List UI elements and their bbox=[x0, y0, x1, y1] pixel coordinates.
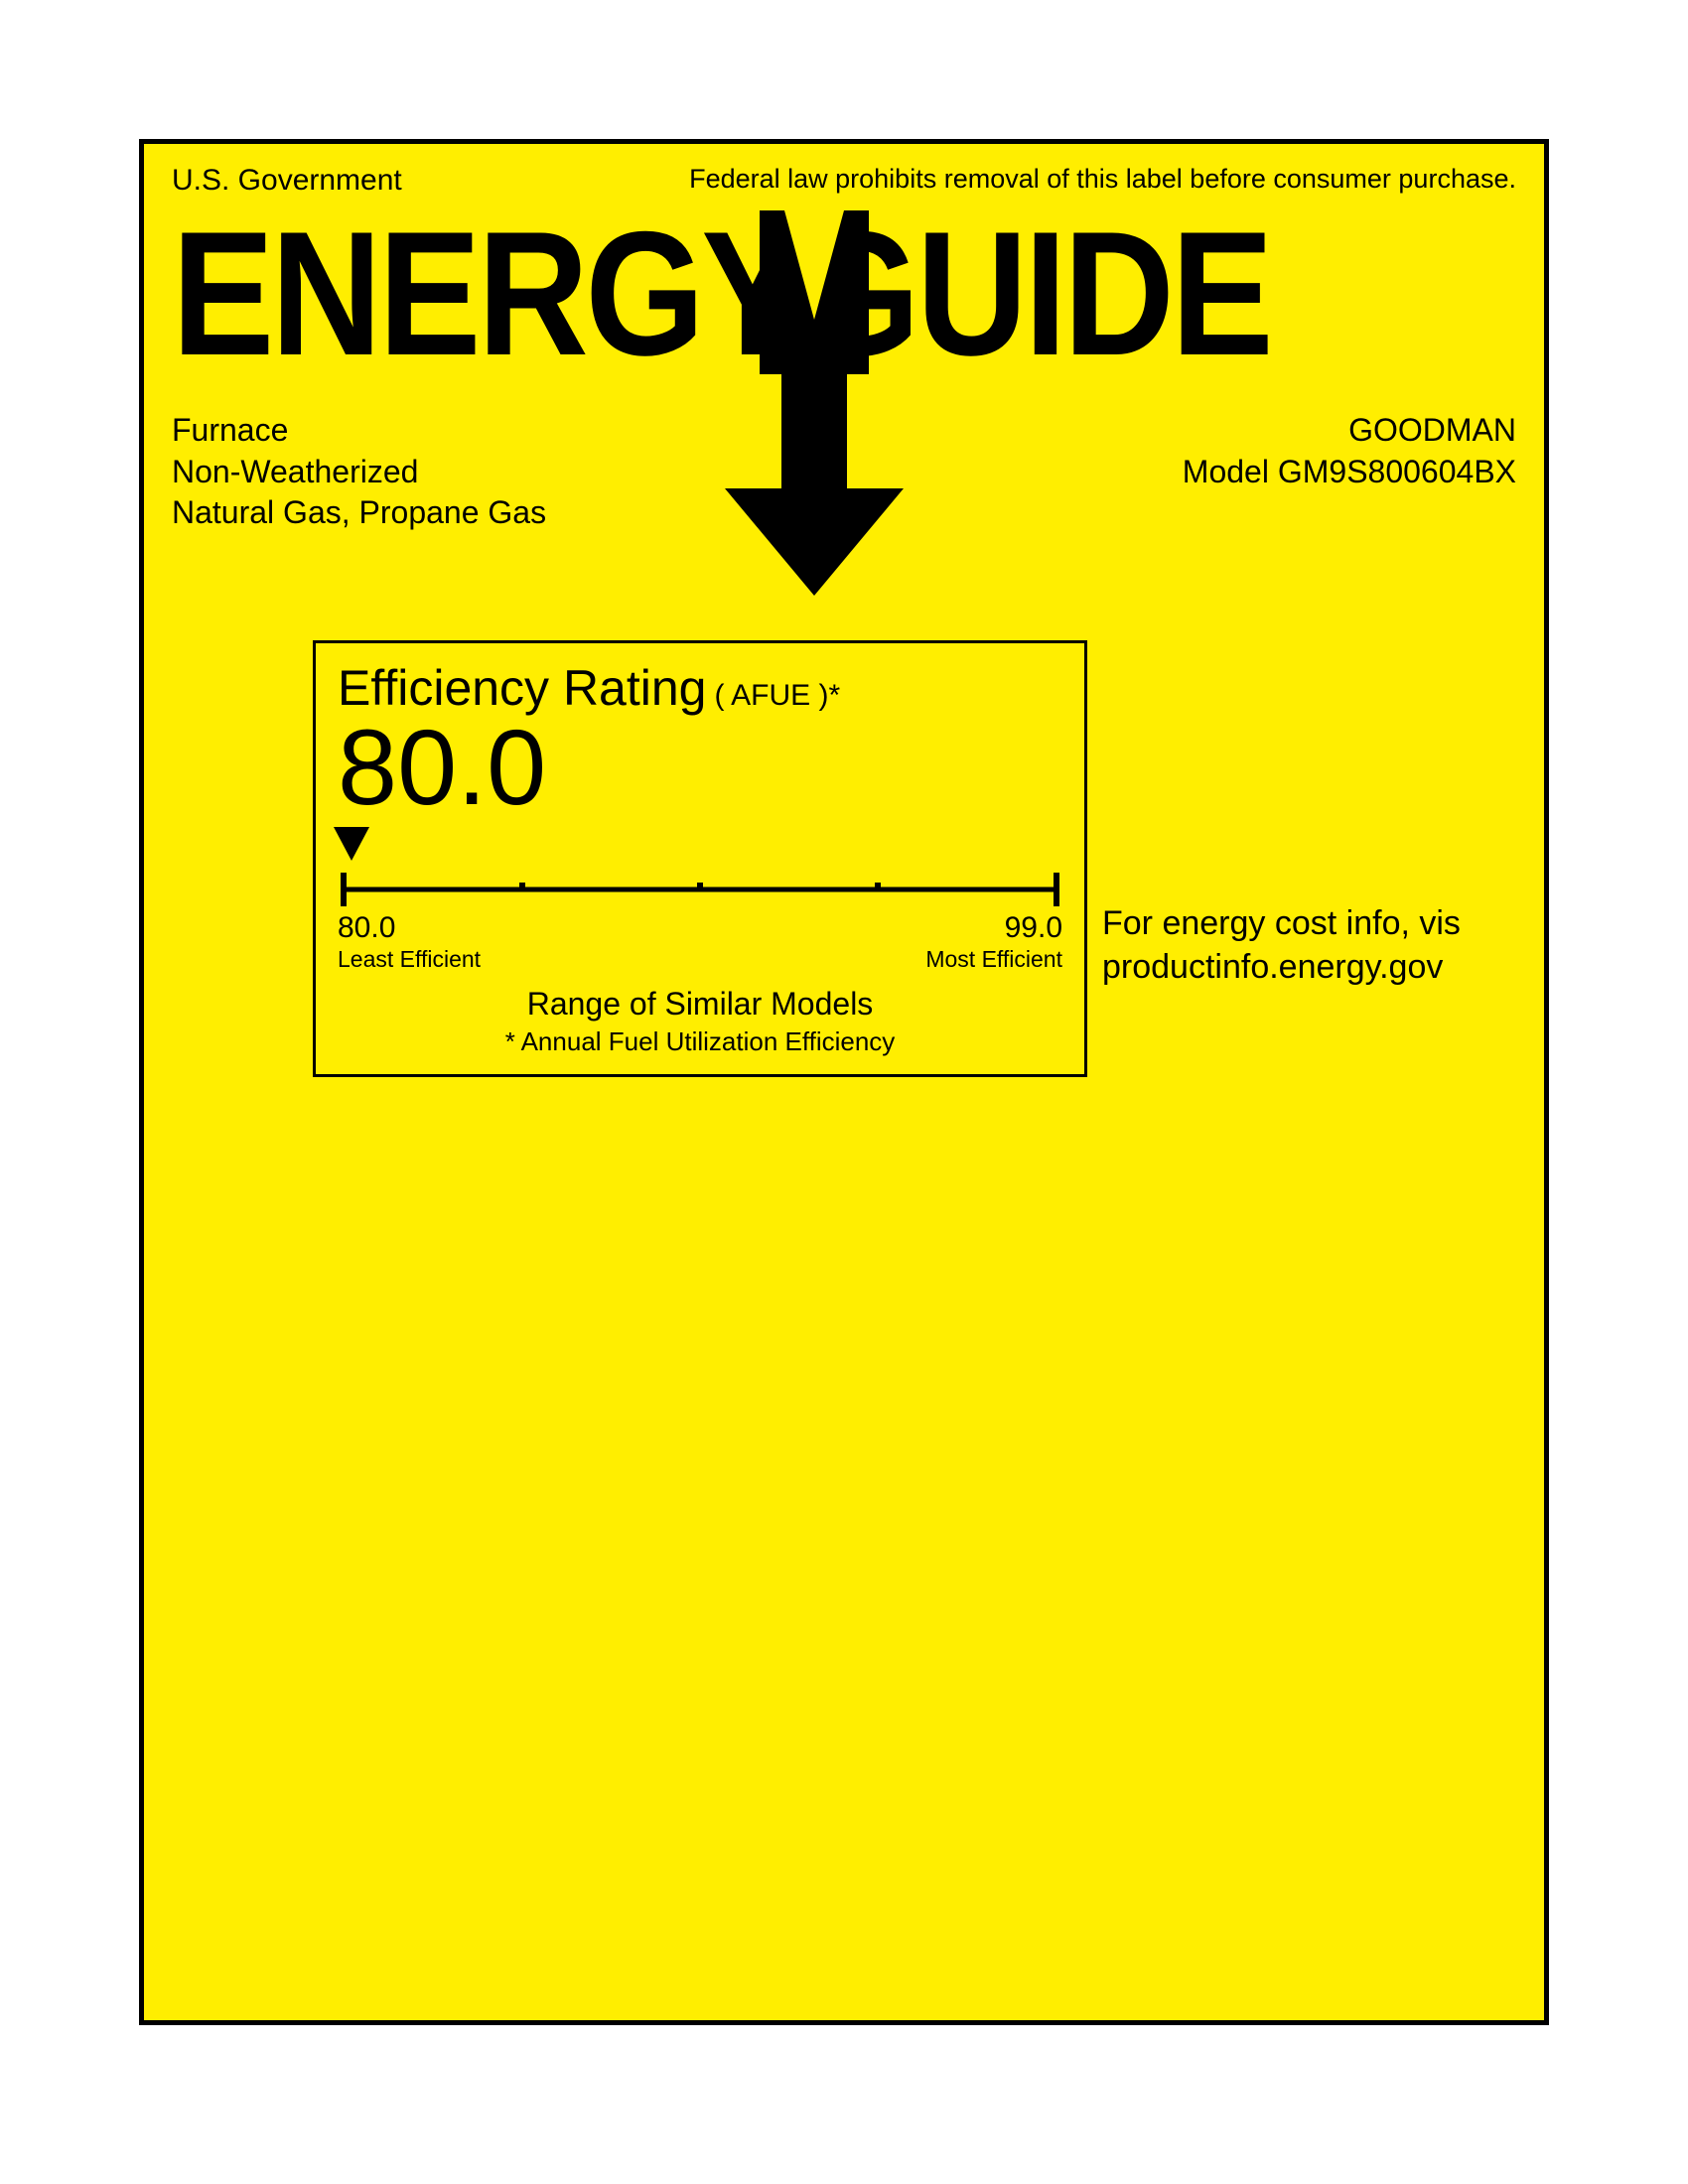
scale-min-label: Least Efficient bbox=[338, 946, 481, 972]
cost-info-text: For energy cost info, vis productinfo.en… bbox=[1102, 902, 1461, 989]
manufacturer-name: GOODMAN bbox=[1183, 410, 1516, 452]
scale-labels: 80.0 Least Efficient 99.0 Most Efficient bbox=[338, 911, 1062, 972]
rating-footer-range: Range of Similar Models bbox=[338, 986, 1062, 1023]
rating-footer: Range of Similar Models * Annual Fuel Ut… bbox=[338, 986, 1062, 1057]
scale-max-col: 99.0 Most Efficient bbox=[925, 911, 1062, 972]
energy-guide-label: U.S. Government Federal law prohibits re… bbox=[139, 139, 1549, 2025]
efficiency-scale bbox=[338, 870, 1062, 909]
rating-unit: ( AFUE )* bbox=[714, 679, 840, 713]
scale-min-col: 80.0 Least Efficient bbox=[338, 911, 481, 972]
down-arrow-icon bbox=[715, 210, 914, 598]
product-type: Furnace bbox=[172, 410, 546, 452]
product-manufacturer-block: GOODMAN Model GM9S800604BX bbox=[1183, 410, 1516, 534]
cost-info-line1: For energy cost info, vis bbox=[1102, 902, 1461, 946]
product-weatherized: Non-Weatherized bbox=[172, 452, 546, 493]
rating-footer-afue: * Annual Fuel Utilization Efficiency bbox=[338, 1026, 1062, 1057]
header-legal-notice: Federal law prohibits removal of this la… bbox=[689, 164, 1516, 198]
efficiency-rating-box: Efficiency Rating ( AFUE )* 80.0 80.0 Le… bbox=[313, 640, 1087, 1077]
scale-max-value: 99.0 bbox=[925, 911, 1062, 946]
logo-block: ENERGYGUIDE bbox=[144, 205, 1544, 382]
product-fuel: Natural Gas, Propane Gas bbox=[172, 492, 546, 534]
header-row: U.S. Government Federal law prohibits re… bbox=[144, 144, 1544, 198]
cost-info-line2: productinfo.energy.gov bbox=[1102, 946, 1461, 990]
scale-min-value: 80.0 bbox=[338, 911, 481, 946]
pointer-icon bbox=[334, 827, 1062, 868]
header-agency: U.S. Government bbox=[172, 164, 402, 198]
scale-max-label: Most Efficient bbox=[925, 946, 1062, 972]
product-details: Furnace Non-Weatherized Natural Gas, Pro… bbox=[172, 410, 546, 534]
model-number: Model GM9S800604BX bbox=[1183, 452, 1516, 493]
rating-value: 80.0 bbox=[338, 711, 1062, 823]
